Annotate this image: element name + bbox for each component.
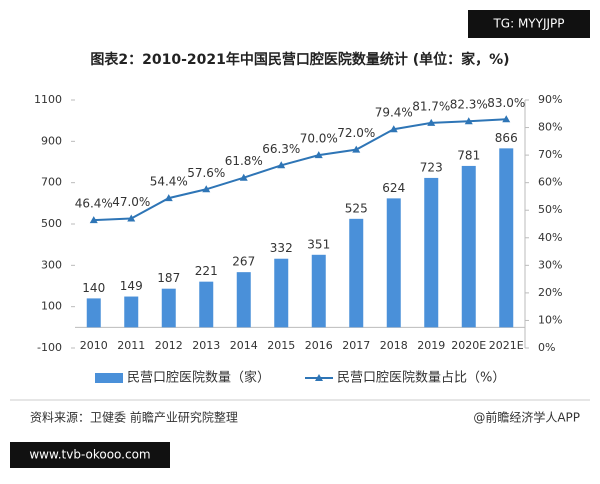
y-tick-label: 900 bbox=[41, 134, 62, 147]
legend-swatch bbox=[315, 374, 323, 381]
data-label: 221 bbox=[195, 264, 218, 278]
marker bbox=[464, 117, 473, 125]
x-tick-label: 2019 bbox=[417, 339, 445, 352]
badge-text: TG: MYYJJPP bbox=[492, 17, 564, 31]
y2-tick-label: 90% bbox=[538, 93, 562, 106]
data-label: 624 bbox=[382, 181, 405, 195]
source: 资料来源：卫健委 前瞻产业研究院整理 bbox=[30, 410, 238, 425]
credit: @前瞻经济学人APP bbox=[473, 410, 580, 425]
data-label: 525 bbox=[345, 201, 368, 215]
y2-tick-label: 30% bbox=[538, 258, 562, 271]
y2-tick-label: 20% bbox=[538, 286, 562, 299]
marker bbox=[164, 194, 173, 202]
bar bbox=[311, 254, 326, 328]
marker bbox=[502, 115, 511, 123]
x-tick-label: 2011 bbox=[117, 339, 145, 352]
bar bbox=[499, 148, 514, 328]
data-label: 54.4% bbox=[150, 175, 188, 189]
data-label: 351 bbox=[307, 237, 330, 251]
chart-title: 图表2：2010-2021年中国民营口腔医院数量统计 (单位：家，%) bbox=[90, 51, 509, 68]
data-label: 70.0% bbox=[300, 132, 338, 146]
data-label: 82.3% bbox=[450, 98, 488, 112]
x-tick-label: 2016 bbox=[305, 339, 333, 352]
x-tick-label: 2013 bbox=[192, 339, 220, 352]
data-label: 47.0% bbox=[112, 195, 150, 209]
data-label: 723 bbox=[420, 160, 443, 174]
x-tick-label: 2018 bbox=[380, 339, 408, 352]
x-tick-label: 2017 bbox=[342, 339, 370, 352]
badge bbox=[468, 10, 590, 38]
data-label: 79.4% bbox=[375, 106, 413, 120]
y-tick-label: 700 bbox=[41, 176, 62, 189]
legend-label: 民营口腔医院数量（家） bbox=[127, 370, 270, 386]
data-label: 781 bbox=[457, 148, 480, 162]
y-tick-label: 500 bbox=[41, 217, 62, 230]
badge-text: www.tvb-okooo.com bbox=[29, 448, 150, 462]
marker bbox=[202, 185, 211, 193]
y2-tick-label: 40% bbox=[538, 231, 562, 244]
legend-label: 民营口腔医院数量占比（%） bbox=[337, 371, 505, 386]
x-tick-label: 2010 bbox=[80, 339, 108, 352]
y2-tick-label: 0% bbox=[538, 341, 555, 354]
y2-tick-label: 80% bbox=[538, 121, 562, 134]
data-label: 57.6% bbox=[187, 166, 225, 180]
bar bbox=[274, 258, 289, 328]
data-label: 72.0% bbox=[337, 126, 375, 140]
x-tick-label: 2012 bbox=[155, 339, 183, 352]
data-label: 267 bbox=[232, 255, 255, 269]
bar bbox=[236, 272, 251, 328]
marker bbox=[389, 125, 398, 133]
marker bbox=[427, 118, 436, 126]
marker bbox=[127, 214, 136, 222]
x-tick-label: 2015 bbox=[267, 339, 295, 352]
data-label: 140 bbox=[82, 281, 105, 295]
bar bbox=[124, 296, 139, 328]
marker bbox=[277, 161, 286, 169]
x-tick-label: 2020E bbox=[451, 339, 486, 352]
data-label: 81.7% bbox=[412, 99, 450, 113]
bar bbox=[386, 198, 401, 328]
y2-tick-label: 70% bbox=[538, 148, 562, 161]
data-label: 66.3% bbox=[262, 142, 300, 156]
badge bbox=[10, 442, 170, 468]
data-label: 61.8% bbox=[225, 154, 263, 168]
y-tick-label: 300 bbox=[41, 258, 62, 271]
data-label: 83.0% bbox=[487, 96, 525, 110]
data-label: 149 bbox=[120, 279, 143, 293]
y2-tick-label: 10% bbox=[538, 313, 562, 326]
bar bbox=[349, 218, 364, 328]
y2-tick-label: 60% bbox=[538, 176, 562, 189]
y2-tick-label: 50% bbox=[538, 203, 562, 216]
line bbox=[93, 118, 507, 222]
marker bbox=[314, 151, 323, 159]
x-tick-label: 2021E bbox=[489, 339, 524, 352]
data-label: 866 bbox=[495, 131, 518, 145]
x-tick-label: 2014 bbox=[230, 339, 258, 352]
marker bbox=[89, 216, 98, 224]
bar bbox=[461, 165, 476, 328]
bar bbox=[161, 288, 176, 328]
y-tick-label: -100 bbox=[37, 341, 62, 354]
bar bbox=[424, 177, 439, 328]
y-tick-label: 100 bbox=[41, 300, 62, 313]
data-label: 187 bbox=[157, 271, 180, 285]
marker bbox=[239, 173, 248, 181]
data-label: 46.4% bbox=[75, 197, 113, 211]
legend-swatch bbox=[95, 373, 123, 383]
bar bbox=[199, 281, 214, 328]
data-label: 332 bbox=[270, 241, 293, 255]
bar bbox=[86, 298, 101, 328]
y-tick-label: 1100 bbox=[34, 93, 62, 106]
marker bbox=[352, 145, 361, 153]
